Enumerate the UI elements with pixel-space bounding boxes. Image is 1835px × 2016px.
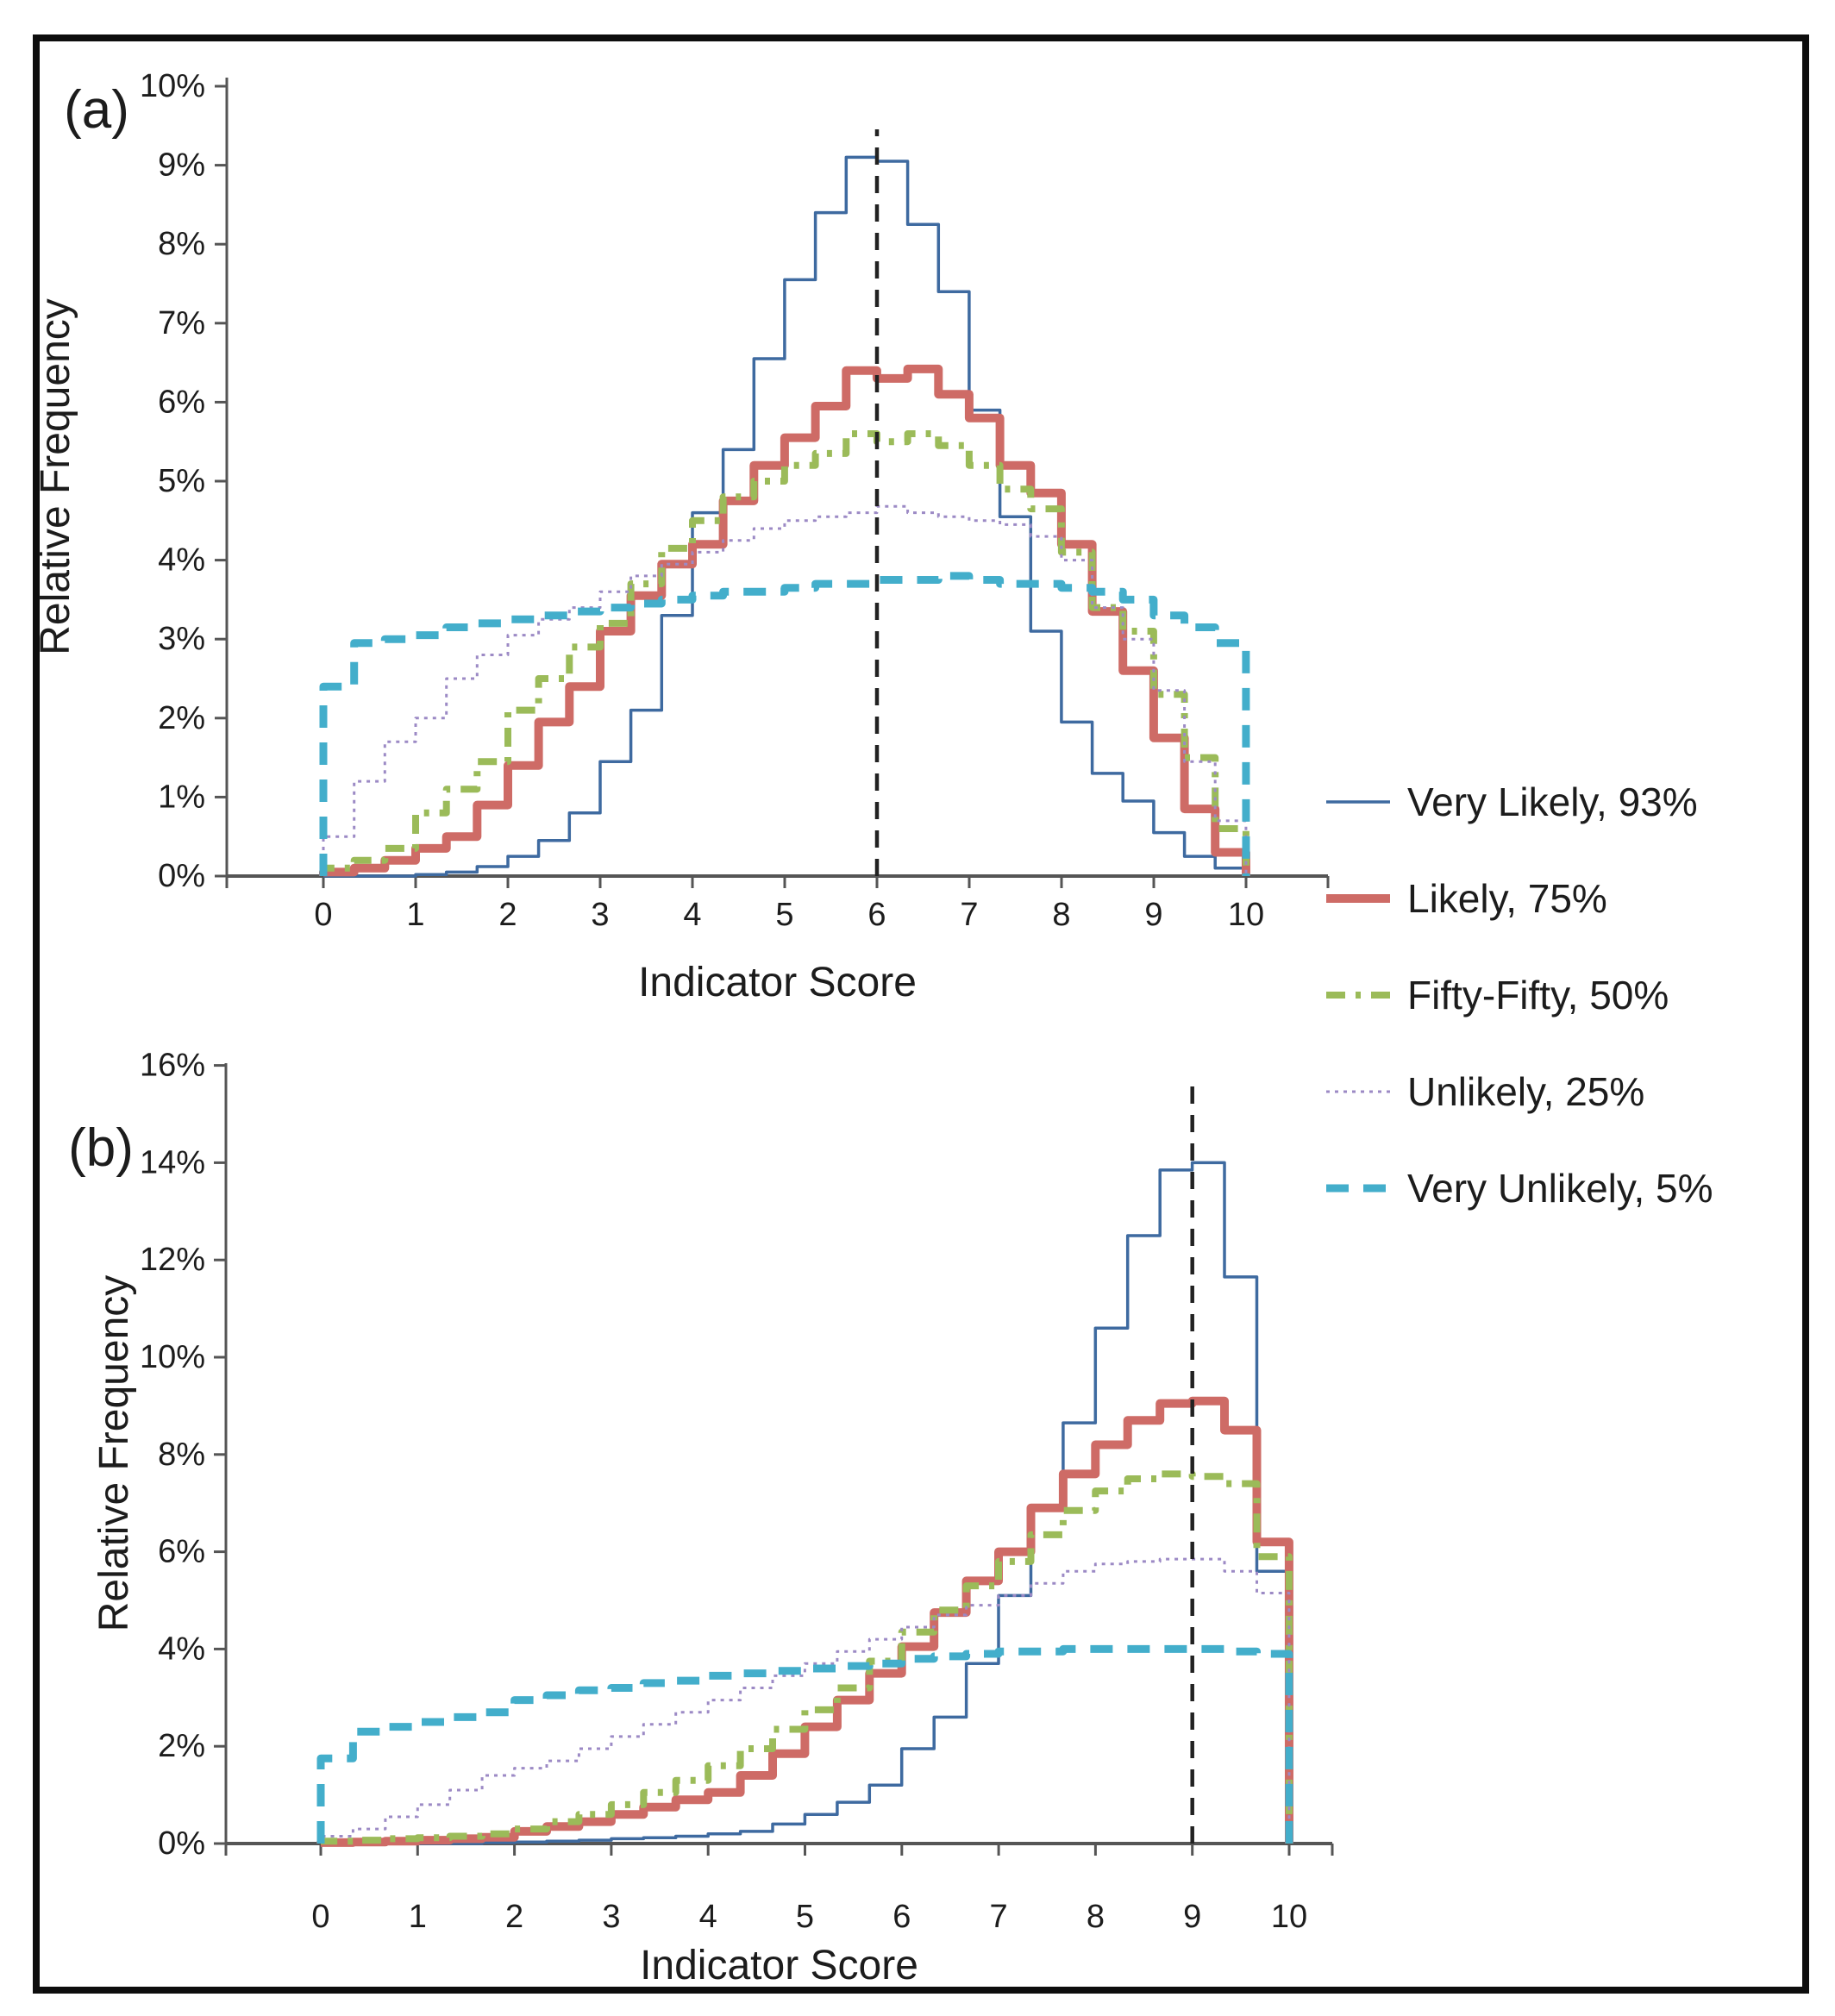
y-tick-label-a: 2% [158,700,205,736]
legend-item-fifty_fifty: Fifty-Fifty, 50% [1326,973,1669,1017]
legend-label-unlikely: Unlikely, 25% [1407,1069,1644,1114]
x-tick-label-b: 0 [311,1899,329,1935]
x-tick-label-a: 7 [960,897,978,933]
x-tick-label-b: 2 [505,1899,523,1935]
panel-a-tag: (a) [64,80,129,140]
x-tick-label-b: 3 [602,1899,620,1935]
y-tick-label-a: 7% [158,305,205,341]
y-tick-label-b: 12% [140,1242,205,1278]
x-tick-label-a: 2 [498,897,517,933]
legend: Very Likely, 93% Likely, 75% Fifty-Fifty, … [1326,779,1713,1211]
series-unlikely-b [319,1557,1291,1844]
panel-a: (a) 0% 1% 2% 3% 4% 5% 6% 7% 8% 9% 10% 0 1 2 3 4 5 6 7 8 9 10 In… [33,68,1330,1005]
panel-b-tag: (b) [68,1118,134,1178]
y-tick-label-b: 8% [158,1437,205,1473]
series-unlikely-a [322,504,1248,877]
y-tick-label-a: 5% [158,463,205,499]
x-tick-label-b: 9 [1183,1899,1201,1935]
x-tick-label-b: 1 [409,1899,427,1935]
y-tick-label-b: 2% [158,1728,205,1764]
x-tick-label-b: 8 [1087,1899,1105,1935]
panel-b: (b) 0% 2% 4% 6% 8% 10% 12% 14% 16% 0 1 2 3 4 5 6 7 8 9 10 Ind… [68,1048,1334,1988]
legend-label-very_unlikely: Very Unlikely, 5% [1407,1166,1713,1211]
series-fifty_fifty-b [317,1470,1293,1845]
x-axis-title-b: Indicator Score [640,1943,918,1988]
x-tick-label-a: 8 [1052,897,1070,933]
series-likely-b [316,1396,1293,1847]
y-axis-title-a: Relative Frequency [33,298,78,655]
x-tick-label-b: 6 [892,1899,911,1935]
series-fifty_fifty-a [320,430,1249,877]
legend-item-unlikely: Unlikely, 25% [1326,1069,1644,1114]
y-tick-label-b: 16% [140,1048,205,1084]
legend-item-likely: Likely, 75% [1326,876,1607,921]
y-tick-label-b: 0% [158,1825,205,1862]
x-tick-label-a: 10 [1228,897,1264,933]
x-tick-label-a: 0 [314,897,332,933]
y-tick-label-a: 10% [140,68,205,104]
y-tick-label-a: 1% [158,779,205,815]
x-tick-label-b: 5 [796,1899,814,1935]
legend-item-very_unlikely: Very Unlikely, 5% [1326,1166,1713,1211]
x-axis-title-a: Indicator Score [638,960,917,1005]
series-likely-a [319,364,1250,877]
y-tick-label-b: 4% [158,1631,205,1667]
y-tick-label-a: 0% [158,858,205,894]
y-axis-title-b: Relative Frequency [91,1275,137,1632]
series-very_unlikely-b [316,1644,1293,1844]
x-tick-label-b: 7 [990,1899,1008,1935]
x-tick-label-a: 1 [406,897,424,933]
legend-label-fifty_fifty: Fifty-Fifty, 50% [1407,973,1669,1017]
legend-label-very_likely: Very Likely, 93% [1407,779,1698,824]
y-tick-label-b: 10% [140,1339,205,1375]
series-very_likely-a [323,155,1248,878]
y-tick-label-b: 6% [158,1534,205,1570]
x-tick-label-a: 3 [591,897,609,933]
y-tick-label-a: 8% [158,226,205,262]
x-tick-label-a: 9 [1144,897,1162,933]
x-tick-label-b: 4 [699,1899,717,1935]
figure-border [33,34,1809,1994]
y-tick-label-a: 3% [158,621,205,657]
y-tick-label-a: 6% [158,384,205,420]
legend-label-likely: Likely, 75% [1407,876,1607,921]
series-very_unlikely-a [319,572,1250,877]
x-tick-label-a: 5 [775,897,793,933]
y-tick-label-a: 9% [158,147,205,184]
x-tick-label-b: 10 [1271,1899,1307,1935]
y-tick-label-a: 4% [158,542,205,579]
y-tick-label-b: 14% [140,1144,205,1180]
x-tick-label-a: 6 [867,897,886,933]
x-tick-label-a: 4 [683,897,701,933]
legend-item-very_likely: Very Likely, 93% [1326,779,1698,824]
series-very_likely-b [321,1161,1291,1845]
